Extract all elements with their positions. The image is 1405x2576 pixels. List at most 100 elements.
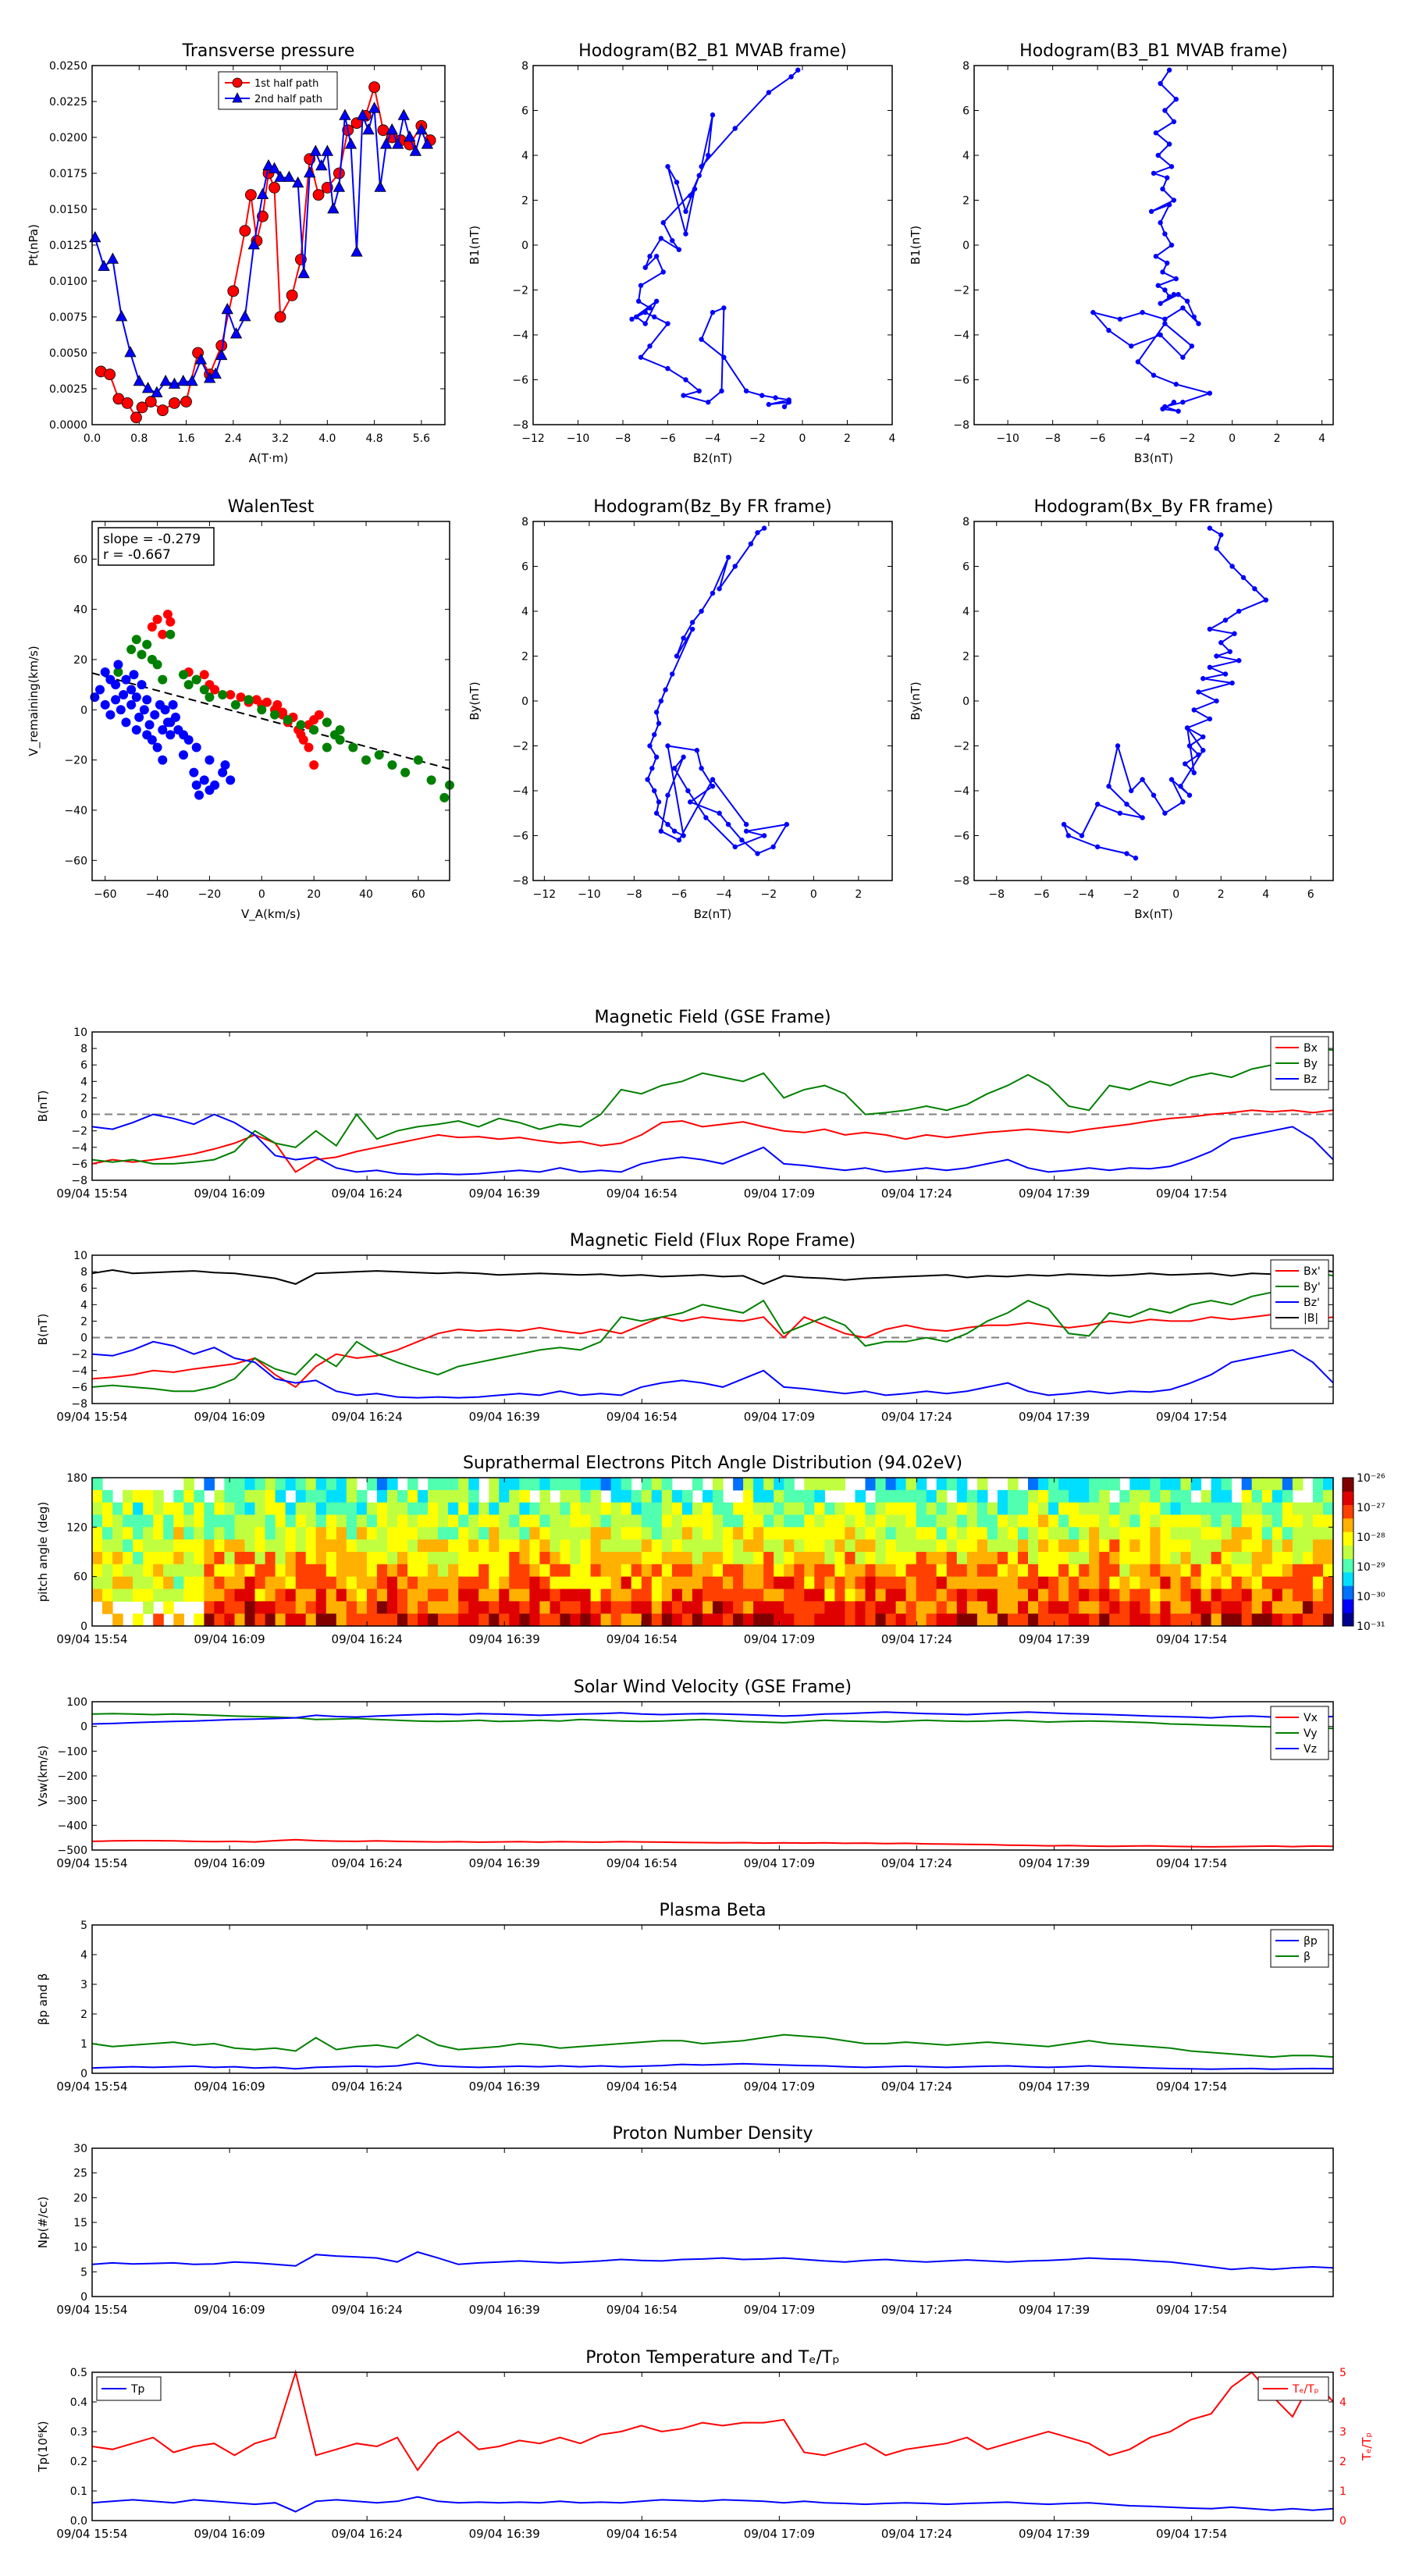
- pad-cell: [346, 1527, 357, 1540]
- pad-colorbar-segment: [1343, 1558, 1353, 1573]
- pad-cell: [713, 1576, 724, 1590]
- h4-point: [1061, 821, 1067, 827]
- pad-cell: [1251, 1589, 1263, 1602]
- pt-point: [133, 374, 145, 386]
- pad-cell: [1302, 1601, 1314, 1614]
- walen-point: [309, 760, 319, 770]
- h3-point: [653, 810, 660, 816]
- h1-point: [647, 305, 653, 311]
- pad-cell: [1129, 1576, 1140, 1590]
- vsw-ytick-label: 100: [66, 1696, 87, 1709]
- pad-cell: [1241, 1589, 1253, 1602]
- pad-cell: [885, 1502, 897, 1516]
- pad-cell: [763, 1489, 774, 1503]
- pad-cell: [713, 1601, 724, 1614]
- pad-cell: [1058, 1527, 1069, 1540]
- pad-cell: [315, 1614, 327, 1627]
- pad-cell: [966, 1527, 978, 1540]
- pad-cell: [1282, 1614, 1293, 1627]
- pad-cell: [1180, 1601, 1192, 1614]
- pad-cell: [1069, 1564, 1080, 1578]
- pad-cell: [997, 1564, 1008, 1578]
- pad-cell: [112, 1589, 123, 1602]
- pad-cell: [275, 1552, 286, 1565]
- pad-cell: [966, 1489, 978, 1503]
- pad-cell: [743, 1527, 754, 1540]
- pad-cell: [631, 1514, 642, 1528]
- beta-ytick-label: 1: [80, 2038, 87, 2051]
- pad-cell: [224, 1539, 235, 1553]
- pad-cell: [681, 1514, 693, 1528]
- pad-cell: [580, 1502, 592, 1516]
- pad-cell: [133, 1502, 144, 1516]
- h4-point: [1200, 748, 1206, 753]
- pad-cell: [875, 1601, 887, 1614]
- pad-cell: [600, 1614, 612, 1627]
- h4-point: [1191, 770, 1197, 776]
- pad-cell: [997, 1527, 1008, 1540]
- pad-cell: [468, 1552, 479, 1565]
- pad-cell: [1312, 1539, 1324, 1553]
- pad-cell: [895, 1539, 907, 1553]
- pad-cell: [905, 1539, 917, 1553]
- pad-cell: [956, 1564, 968, 1578]
- walen-point: [244, 695, 254, 705]
- pad-cell: [254, 1539, 266, 1553]
- pad-cell: [489, 1489, 500, 1503]
- pad-cell: [651, 1514, 663, 1528]
- pad-cell: [916, 1489, 927, 1503]
- h1-point: [647, 343, 653, 349]
- pad-cell: [438, 1589, 449, 1602]
- pt-ytick-label: 0.0200: [49, 132, 87, 144]
- pad-cell: [753, 1514, 764, 1528]
- bgse-legend-label: Bz: [1304, 1073, 1317, 1086]
- pad-cell: [519, 1564, 530, 1578]
- h3-point: [689, 626, 695, 632]
- pad-cell: [733, 1576, 744, 1590]
- pt-point: [415, 123, 428, 135]
- h4-point: [1183, 761, 1188, 767]
- pad-cell: [418, 1601, 429, 1614]
- pad-cell: [753, 1502, 764, 1516]
- walen-r-text: r = -0.667: [103, 547, 171, 563]
- pad-cell: [702, 1576, 713, 1590]
- pt-point: [268, 162, 281, 173]
- pad-cell: [1119, 1552, 1130, 1565]
- pad-cell: [478, 1552, 489, 1565]
- h1-point: [699, 164, 704, 169]
- bgse-ytick-label: 6: [80, 1059, 87, 1072]
- h1-point: [781, 404, 788, 410]
- pad-cell: [1170, 1576, 1182, 1590]
- pad-cell: [916, 1589, 927, 1602]
- pad-cell: [834, 1502, 845, 1516]
- pad-cell: [560, 1601, 571, 1614]
- pad-cell: [285, 1552, 297, 1565]
- pad-cell: [1160, 1514, 1171, 1528]
- pad-cell: [987, 1502, 998, 1516]
- bfr-legend-label: Bz': [1304, 1297, 1320, 1309]
- pad-cell: [966, 1502, 978, 1516]
- pad-cell: [1302, 1614, 1314, 1627]
- pad-cell: [976, 1614, 988, 1627]
- h4-point: [1178, 784, 1183, 789]
- pad-cell: [407, 1576, 418, 1590]
- h4-point: [1079, 833, 1085, 838]
- h2-point: [1158, 301, 1163, 306]
- pad-cell: [315, 1489, 327, 1503]
- h3-point: [703, 815, 709, 820]
- pad-cell: [905, 1527, 917, 1540]
- pad-cell: [865, 1614, 877, 1627]
- pad-cell: [814, 1601, 825, 1614]
- pad-cell: [254, 1614, 266, 1627]
- pad-cell: [387, 1564, 398, 1578]
- h1-ytick-label: 2: [521, 195, 528, 208]
- pad-cell: [509, 1614, 520, 1627]
- pad-cell: [895, 1502, 907, 1516]
- pad-cell: [133, 1564, 144, 1578]
- vsw-series-line: [91, 1711, 1334, 1725]
- bgse-xtick-label: 09/04 17:24: [881, 1187, 952, 1201]
- pad-cell: [1200, 1589, 1212, 1602]
- h3-title: Hodogram(Bz_By FR frame): [593, 497, 831, 517]
- pad-cell: [1058, 1539, 1069, 1553]
- tp-ytick-label-right: 5: [1339, 2367, 1346, 2379]
